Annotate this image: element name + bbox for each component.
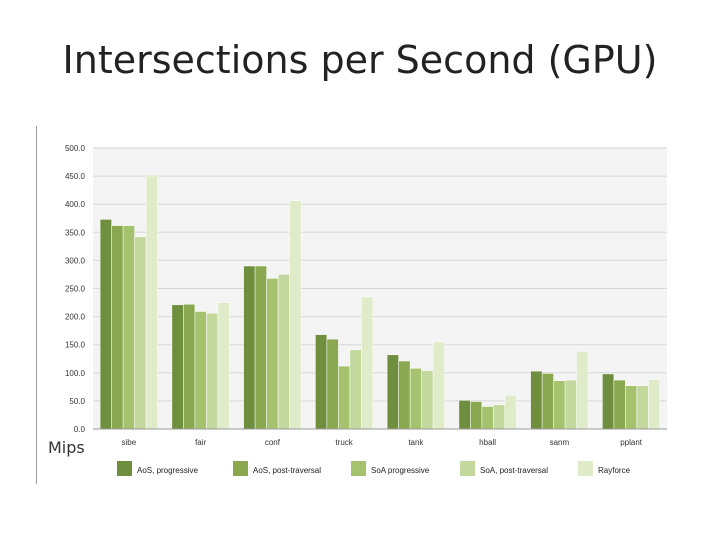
- legend-swatch: [233, 461, 248, 476]
- y-tick-label: 150.0: [65, 341, 86, 350]
- legend-swatch: [460, 461, 475, 476]
- bar: [636, 385, 649, 430]
- bar: [432, 341, 445, 430]
- bar: [266, 278, 279, 430]
- y-tick-label: 400.0: [65, 200, 86, 209]
- bar: [145, 174, 158, 430]
- bar: [613, 379, 626, 430]
- x-tick-label: fair: [195, 438, 206, 447]
- y-tick-label: 300.0: [65, 256, 86, 265]
- legend: AoS, progressive AoS, post-traversal SoA p…: [117, 461, 631, 476]
- bar: [217, 302, 230, 430]
- y-tick-label: 200.0: [65, 313, 86, 322]
- bar: [277, 274, 290, 430]
- y-tick-label: 250.0: [65, 285, 86, 294]
- legend-swatch: [578, 461, 593, 476]
- bar: [361, 296, 374, 430]
- bar: [648, 379, 661, 430]
- legend-label: SoA progressive: [371, 466, 430, 475]
- y-tick-label: 0.0: [74, 425, 86, 434]
- legend-label: AoS, post-traversal: [253, 466, 321, 475]
- bars: [99, 174, 661, 430]
- bar: [625, 385, 638, 430]
- bar: [421, 370, 434, 430]
- bar: [481, 406, 494, 430]
- legend-label: Rayforce: [598, 466, 631, 475]
- bar: [171, 304, 184, 430]
- bar: [315, 334, 328, 430]
- legend-label: SoA, post-traversal: [480, 466, 548, 475]
- x-tick-label: pplant: [620, 438, 643, 447]
- x-tick-label: tank: [408, 438, 424, 447]
- x-tick-label: sibe: [122, 438, 137, 447]
- legend-swatch: [351, 461, 366, 476]
- bar: [183, 303, 196, 430]
- y-tick-label: 450.0: [65, 172, 86, 181]
- legend-swatch: [117, 461, 132, 476]
- slide-title: Intersections per Second (GPU): [62, 38, 658, 82]
- bar: [398, 360, 411, 430]
- bar: [122, 225, 135, 430]
- y-tick-label: 350.0: [65, 228, 86, 237]
- bar: [111, 225, 124, 430]
- bar: [338, 365, 351, 430]
- bar: [289, 200, 302, 430]
- y-tick-label: 50.0: [69, 397, 85, 406]
- unit-label: Mips: [48, 438, 85, 457]
- bar: [254, 265, 267, 430]
- x-tick-label: sanm: [550, 438, 570, 447]
- bar: [553, 380, 566, 430]
- bar: [530, 370, 543, 430]
- y-tick-label: 100.0: [65, 369, 86, 378]
- bar: [470, 401, 483, 430]
- bar: [576, 351, 589, 430]
- bar: [458, 400, 471, 430]
- bar: [541, 373, 554, 430]
- bar: [564, 379, 577, 430]
- bar: [602, 373, 615, 430]
- y-axis-ticks: 0.0 50.0 100.0 150.0 200.0 250.0 300.0 350.0 400…: [65, 144, 86, 434]
- x-tick-label: truck: [335, 438, 353, 447]
- x-tick-label: hball: [479, 438, 496, 447]
- legend-label: AoS, progressive: [137, 466, 198, 475]
- bar: [409, 368, 422, 430]
- y-tick-label: 500.0: [65, 144, 86, 153]
- bar: [493, 404, 506, 430]
- bar: [243, 265, 256, 430]
- bar: [504, 395, 517, 430]
- bar: [326, 338, 339, 430]
- bar: [99, 219, 112, 430]
- bar: [194, 311, 207, 430]
- bar: [134, 236, 147, 430]
- x-tick-label: conf: [265, 438, 281, 447]
- bar: [349, 349, 362, 430]
- x-axis-ticks: sibe fair conf truck tank hball sanm pplant: [122, 438, 643, 447]
- left-rule: [36, 126, 37, 484]
- bar: [386, 354, 399, 430]
- bar: [206, 312, 219, 430]
